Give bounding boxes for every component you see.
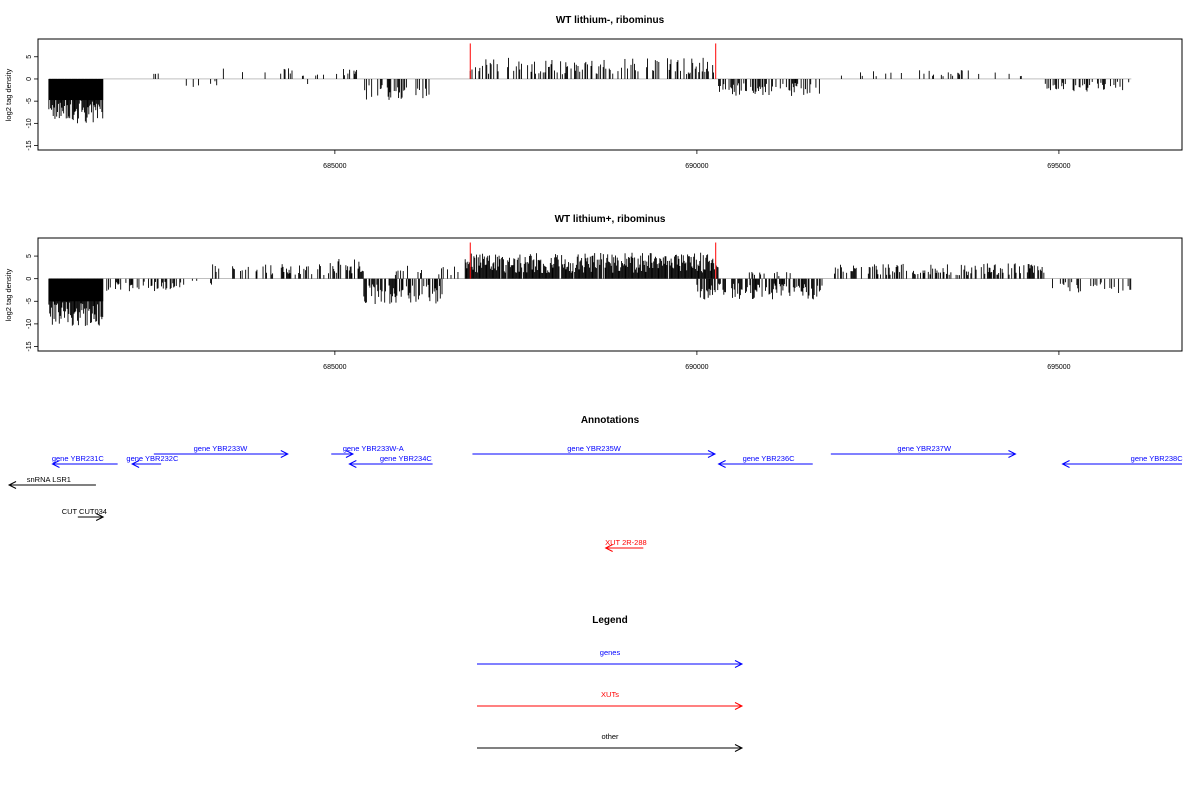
feature-arrow-head	[7, 481, 17, 489]
x-axis: 685000 690000 695000	[323, 150, 1071, 170]
feature-arrow-head	[345, 450, 355, 458]
y-tick-label: 0	[26, 277, 33, 281]
feature-arrow-head	[604, 544, 613, 552]
coverage-bars	[48, 252, 1132, 326]
y-axis-label: log2 tag density	[4, 68, 13, 121]
y-tick-label: 5	[26, 254, 33, 258]
feature-label: gene YBR237W	[897, 444, 952, 453]
legend-label: other	[601, 732, 619, 741]
legend-item: other	[477, 732, 744, 752]
feature-label: gene YBR234C	[380, 454, 433, 463]
feature-label: XUT 2R-288	[605, 538, 647, 547]
annotation-feature: gene YBR233W-A	[331, 444, 404, 458]
annotation-features: gene YBR231C gene YBR232C gene YBR233W gene…	[7, 444, 1184, 552]
panel-title: WT lithium+, ribominus	[555, 214, 666, 225]
legend-label: genes	[600, 648, 621, 657]
transcript-boundary-markers	[469, 242, 717, 279]
feature-label: gene YBR233W	[194, 444, 249, 453]
legend-arrow-head	[734, 660, 744, 668]
feature-arrow-head	[707, 450, 717, 458]
feature-label: gene YBR236C	[743, 454, 796, 463]
x-tick-label: 695000	[1047, 364, 1070, 371]
y-axis: -15 -10 -5 0 5	[26, 55, 38, 151]
y-tick-label: -15	[26, 341, 33, 351]
x-tick-label: 690000	[685, 163, 708, 170]
transcript-boundary-markers	[469, 43, 717, 79]
annotation-feature: XUT 2R-288	[604, 538, 647, 552]
feature-arrow-head	[348, 460, 357, 468]
x-tick-label: 685000	[323, 163, 346, 170]
legend-items: genes XUTs other	[477, 648, 744, 752]
y-tick-label: 5	[26, 55, 33, 59]
annotation-feature: gene YBR237W	[830, 444, 1017, 458]
coverage-bar-block	[48, 278, 104, 302]
plot-frame	[37, 38, 1183, 151]
annotations-title: Annotations	[581, 415, 640, 426]
feature-label: snRNA LSR1	[27, 475, 71, 484]
legend-title: Legend	[592, 615, 628, 626]
annotation-feature: gene YBR235W	[472, 444, 717, 458]
y-axis: -15 -10 -5 0 5	[26, 254, 38, 352]
feature-label: CUT CUT034	[62, 507, 107, 516]
annotation-feature: gene YBR232C	[126, 454, 179, 468]
y-axis-label: log2 tag density	[4, 268, 13, 321]
feature-label: gene YBR235W	[567, 444, 622, 453]
x-tick-label: 685000	[323, 364, 346, 371]
legend: Legend genes XUTs other	[477, 615, 744, 752]
legend-item: genes	[477, 648, 744, 668]
y-tick-label: 0	[26, 77, 33, 81]
annotations-track: Annotations gene YBR231C gene YBR232Cgene…	[7, 415, 1184, 552]
y-tick-label: -10	[26, 118, 33, 128]
y-tick-label: -10	[26, 319, 33, 329]
feature-label: gene YBR232C	[126, 454, 179, 463]
feature-arrow-head	[51, 460, 60, 468]
feature-arrow-head	[131, 460, 140, 468]
feature-arrow-head	[1061, 460, 1070, 468]
legend-arrow-head	[734, 702, 744, 710]
feature-arrow-head	[280, 450, 289, 458]
coverage-panel-lithium-plus: WT lithium+, ribominus log2 tag density …	[4, 214, 1183, 371]
legend-label: XUTs	[601, 690, 619, 699]
x-axis: 685000 690000 695000	[323, 351, 1071, 371]
y-tick-label: -5	[26, 98, 33, 104]
annotation-feature: gene YBR236C	[717, 454, 813, 468]
feature-label: gene YBR238C	[1131, 454, 1184, 463]
annotation-feature: snRNA LSR1	[7, 475, 96, 489]
coverage-bars	[48, 57, 1132, 124]
feature-label: gene YBR233W-A	[343, 444, 404, 453]
legend-arrow-head	[734, 744, 744, 752]
coverage-panel-lithium-minus: WT lithium-, ribominus log2 tag density …	[4, 15, 1183, 170]
panel-title: WT lithium-, ribominus	[556, 15, 665, 26]
legend-item: XUTs	[477, 690, 744, 710]
annotation-feature: CUT CUT034	[62, 507, 107, 521]
feature-arrow-head	[1008, 450, 1017, 458]
feature-arrow-head	[95, 513, 105, 521]
annotation-feature: gene YBR234C	[348, 454, 433, 468]
feature-label: gene YBR231C	[52, 454, 105, 463]
annotation-feature: gene YBR233W	[153, 444, 289, 458]
annotation-feature: gene YBR231C	[51, 454, 118, 468]
coverage-bar-block	[48, 78, 104, 101]
feature-arrow-head	[717, 460, 726, 468]
y-tick-label: -5	[26, 298, 33, 304]
y-tick-label: -15	[26, 140, 33, 150]
x-tick-label: 695000	[1047, 163, 1070, 170]
plot-frame	[37, 237, 1183, 352]
annotation-feature: gene YBR238C	[1061, 454, 1184, 468]
x-tick-label: 690000	[685, 364, 708, 371]
